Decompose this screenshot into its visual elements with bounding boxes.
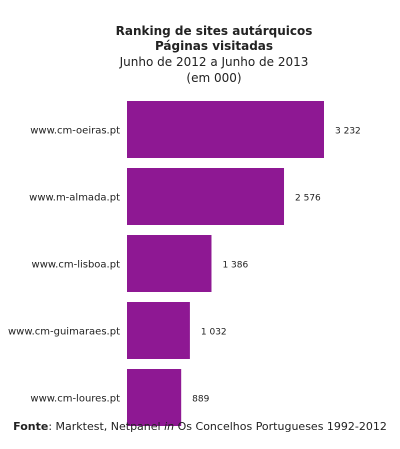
chart-title-block: Ranking de sites autárquicos Páginas vis… [0,24,400,86]
category-label: www.cm-lisboa.pt [32,260,121,271]
bar-www.m-almada.pt [127,168,285,225]
source-rest: Os Concelhos Portugueses 1992-2012 [174,420,387,433]
category-label: www.cm-loures.pt [30,394,120,405]
chart-subtitle: Páginas visitadas [154,39,274,53]
category-label: www.m-almada.pt [29,193,120,204]
source-text: : Marktest, Netpanel [48,420,165,433]
bar-www.cm-guimaraes.pt [127,302,190,359]
value-label: 1 386 [222,261,248,271]
source-note: Fonte: Marktest, Netpanel in Os Concelho… [0,420,400,433]
bar-www.cm-oeiras.pt [127,101,324,158]
value-label: 1 032 [201,328,227,338]
chart-period: Junho de 2012 a Junho de 2013 [119,55,309,69]
bar-www.cm-loures.pt [127,369,182,426]
chart-title: Ranking de sites autárquicos [115,24,313,38]
chart-unit: (em 000) [186,71,242,85]
source-label: Fonte [13,420,49,433]
source-in: in [164,420,175,433]
value-label: 889 [192,395,209,405]
bar-www.cm-lisboa.pt [127,235,212,292]
category-label: www.cm-guimaraes.pt [8,327,120,338]
value-label: 3 232 [335,127,361,137]
value-label: 2 576 [295,194,321,204]
category-label: www.cm-oeiras.pt [30,126,120,137]
